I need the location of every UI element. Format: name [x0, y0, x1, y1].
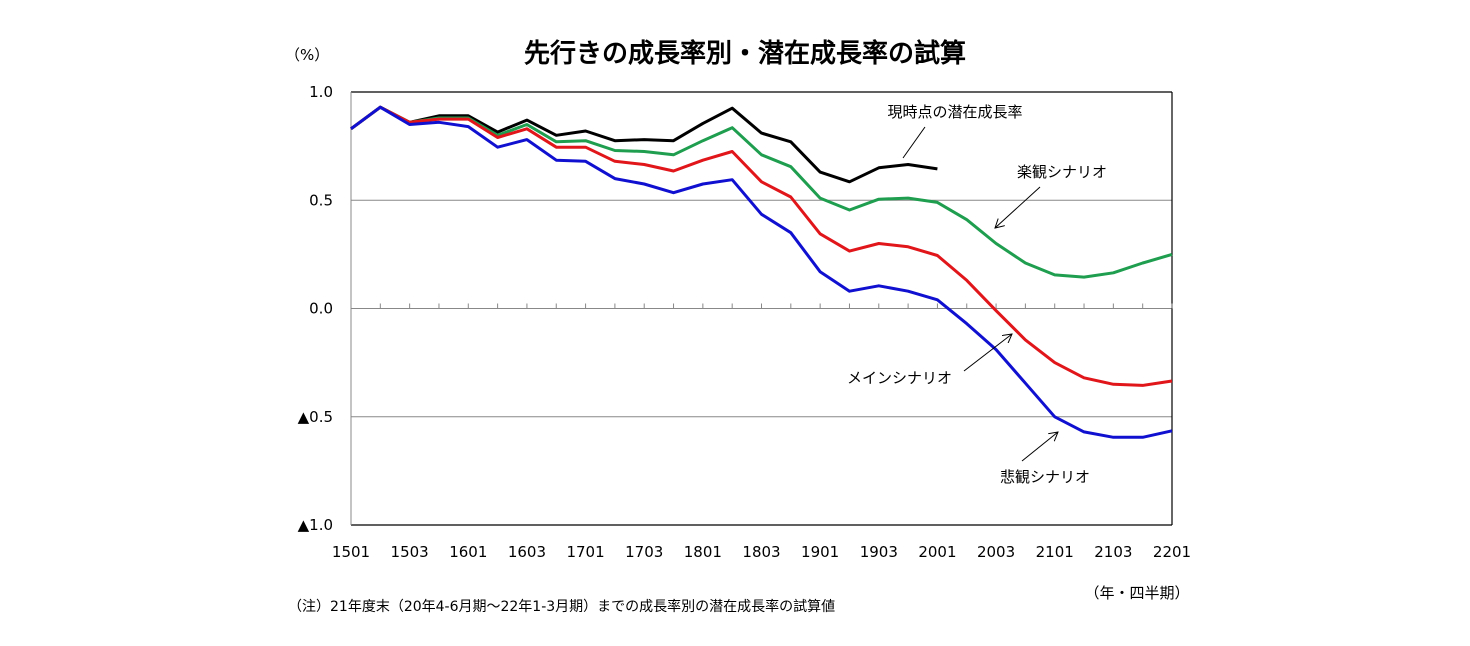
x-tick-label: 2103	[1094, 543, 1132, 561]
x-tick-label: 1801	[684, 543, 722, 561]
x-axis-unit: （年・四半期）	[1084, 584, 1189, 602]
series-line	[350, 105, 1173, 439]
annotation-optimistic-arrow	[995, 186, 1041, 228]
x-tick-label: 1903	[860, 543, 898, 561]
x-tick-label: 1803	[742, 543, 780, 561]
footnote: （注）21年度末（20年4-6月期～22年1-3月期）までの成長率別の潜在成長率…	[288, 598, 835, 615]
y-axis-unit: （%）	[285, 46, 329, 64]
x-tick-label: 2201	[1153, 543, 1191, 561]
x-tick-label: 1901	[801, 543, 839, 561]
annotation-pessimistic-arrow	[1021, 432, 1058, 462]
x-tick-label: 1501	[332, 543, 370, 561]
y-tick-label: 1.0	[309, 83, 333, 101]
x-tick-label: 1703	[625, 543, 663, 561]
x-tick-label: 2001	[918, 543, 956, 561]
x-tick-label: 1503	[391, 543, 429, 561]
x-axis-ticks: 1501 1503 1601 1603 1701 1703 1801 1803 1901 1903…	[332, 543, 1191, 561]
y-axis-ticks: 1.0 0.5 0.0 ▲0.5 ▲1.0	[298, 83, 333, 534]
annotations: 現時点の潜在成長率 楽観シナリオ メインシナリオ 悲観シナリオ	[847, 103, 1107, 486]
x-tick-label: 1701	[566, 543, 604, 561]
y-tick-label: ▲1.0	[298, 516, 333, 534]
x-tick-label: 1601	[449, 543, 487, 561]
x-tick-label: 2101	[1036, 543, 1074, 561]
annotation-main-arrow	[963, 334, 1012, 372]
annotation-main: メインシナリオ	[847, 369, 952, 387]
annotation-current: 現時点の潜在成長率	[887, 103, 1022, 121]
series-line	[350, 105, 938, 184]
x-tick-label: 1603	[508, 543, 546, 561]
y-tick-label: 0.5	[309, 191, 333, 209]
chart-title: 先行きの成長率別・潜在成長率の試算	[524, 38, 966, 69]
y-tick-label: ▲0.5	[298, 408, 333, 426]
x-tick-label: 2003	[977, 543, 1015, 561]
annotation-current-leader	[902, 126, 926, 159]
annotation-pessimistic: 悲観シナリオ	[1000, 468, 1090, 486]
series-line	[350, 105, 1173, 279]
y-tick-label: 0.0	[309, 300, 333, 318]
series-line	[350, 105, 1173, 387]
plot-area	[350, 91, 1173, 526]
series-lines	[350, 105, 1173, 439]
annotation-optimistic: 楽観シナリオ	[1017, 163, 1107, 181]
